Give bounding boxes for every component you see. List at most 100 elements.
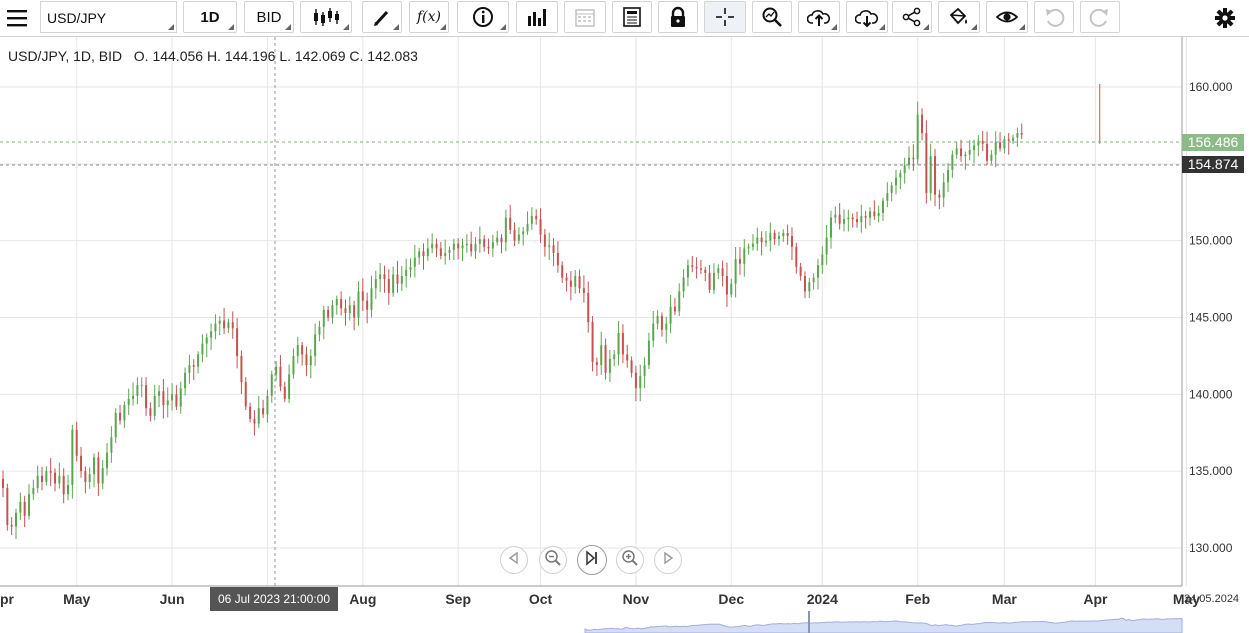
chart-type-button[interactable]: [300, 1, 352, 33]
candle-body: [682, 277, 685, 292]
candle: [955, 141, 958, 159]
reset-view-button[interactable]: [577, 545, 607, 575]
candle-body: [921, 114, 924, 134]
settings-button[interactable]: [1212, 6, 1238, 30]
candle: [947, 163, 950, 193]
x-tick-label: 2024: [807, 591, 838, 607]
candle-body: [240, 355, 243, 383]
candle: [275, 361, 278, 381]
candle: [106, 443, 109, 476]
candle-body: [561, 265, 564, 278]
menu-icon[interactable]: [4, 6, 30, 30]
candle-body: [23, 501, 26, 516]
undo-button[interactable]: [1034, 1, 1074, 33]
download-button[interactable]: [846, 1, 888, 33]
candle: [136, 377, 139, 405]
candle-body: [292, 355, 295, 375]
candle-body: [825, 237, 828, 255]
x-tick-label: Jun: [160, 591, 185, 607]
candle-body: [522, 231, 525, 235]
interval-select[interactable]: 1D: [183, 1, 237, 33]
candle: [240, 350, 243, 395]
zoom-button[interactable]: [752, 1, 792, 33]
zoom-in-button[interactable]: [616, 546, 644, 574]
candle: [838, 203, 841, 230]
candle-body: [669, 306, 672, 324]
candle-body: [435, 243, 438, 249]
candle: [457, 238, 460, 260]
candle-body: [725, 276, 728, 295]
candle-body: [158, 391, 161, 396]
candle-body: [986, 143, 989, 161]
candle-body: [860, 216, 863, 223]
price-chart[interactable]: 130.000135.000140.000145.000150.000155.0…: [0, 37, 1249, 633]
y-tick-label: 160.000: [1189, 80, 1233, 94]
candle-body: [730, 283, 733, 295]
candle: [244, 377, 247, 411]
candle: [652, 311, 655, 348]
function-button[interactable]: f(x): [409, 1, 449, 33]
candle: [929, 143, 932, 201]
candle: [973, 139, 976, 164]
candle: [28, 484, 31, 520]
scroll-left-button[interactable]: [500, 546, 528, 574]
info-button[interactable]: [457, 1, 509, 33]
draw-button[interactable]: [362, 1, 402, 33]
share-button[interactable]: [892, 1, 932, 33]
candle-body: [58, 475, 61, 484]
candle: [621, 324, 624, 364]
candle-body: [188, 365, 191, 373]
calendar-button[interactable]: [564, 1, 606, 33]
candle-body: [422, 251, 425, 257]
crosshair-button[interactable]: [704, 1, 746, 33]
x-tick-label: Dec: [718, 591, 744, 607]
candle: [331, 300, 334, 324]
redo-button[interactable]: [1080, 1, 1120, 33]
candle: [509, 204, 512, 235]
candle: [908, 146, 911, 170]
candle: [665, 316, 668, 344]
news-button[interactable]: [612, 1, 652, 33]
candle: [869, 207, 871, 226]
candle: [127, 388, 130, 416]
scroll-right-button[interactable]: [654, 546, 682, 574]
lock-button[interactable]: [658, 1, 698, 33]
candle-body: [335, 299, 338, 306]
candle-body: [275, 366, 278, 375]
candle: [205, 333, 208, 358]
candle: [548, 232, 551, 261]
candle-body: [608, 358, 611, 373]
candle: [999, 132, 1002, 152]
volume-button[interactable]: [516, 1, 558, 33]
price-type-select[interactable]: BID: [244, 1, 294, 33]
style-button[interactable]: [938, 1, 980, 33]
zoom-out-button[interactable]: [539, 546, 567, 574]
candle: [231, 311, 234, 339]
candle: [968, 140, 971, 161]
candle-body: [75, 429, 78, 456]
upload-button[interactable]: [798, 1, 840, 33]
candle: [834, 206, 837, 224]
visibility-button[interactable]: [986, 1, 1028, 33]
candle: [405, 258, 408, 288]
candle-body: [71, 429, 74, 485]
candle: [145, 377, 148, 416]
symbol-input[interactable]: USD/JPY: [40, 1, 177, 33]
ohlc-legend: USD/JPY, 1D, BID O. 144.056 H. 144.196 L…: [8, 48, 418, 64]
candle: [903, 157, 906, 184]
candle: [270, 370, 273, 403]
candle: [751, 234, 754, 251]
candle-body: [912, 157, 915, 160]
candle-body: [543, 234, 546, 247]
candle: [62, 468, 65, 504]
candle-body: [387, 279, 390, 293]
download-icon: [855, 6, 879, 28]
candle: [71, 424, 74, 499]
candle: [669, 294, 672, 334]
candle-body: [808, 282, 811, 292]
candle: [925, 120, 928, 204]
candle-body: [773, 232, 776, 240]
candle: [318, 320, 321, 342]
candle-body: [535, 216, 538, 220]
candle: [266, 389, 269, 423]
